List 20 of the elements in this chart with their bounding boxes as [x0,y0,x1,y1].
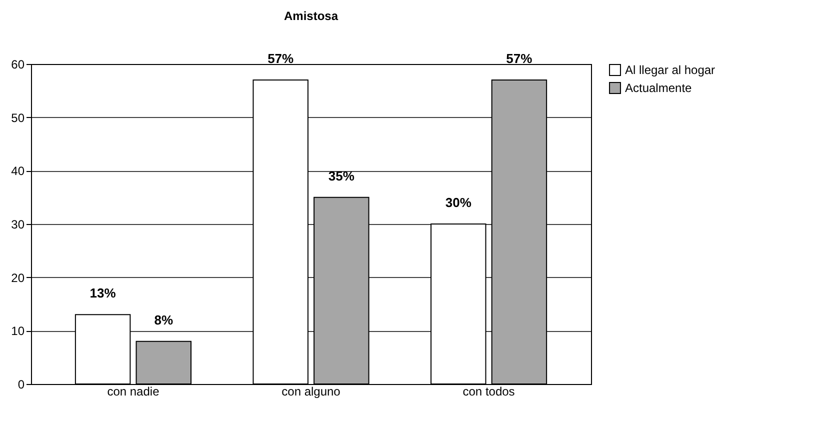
data-label: 57% [506,51,533,66]
bar [136,340,192,384]
data-label: 35% [328,168,355,184]
data-label: 13% [90,286,116,301]
y-tick-label: 50 [11,110,25,125]
chart-title: Amistosa [284,9,338,23]
y-tick-label: 10 [11,324,25,338]
y-tick-label: 30 [11,218,25,232]
x-tick-label: con nadie [107,384,160,398]
y-tick-label: 40 [11,164,25,178]
y-tick-label: 0 [18,378,25,392]
y-tick-label: 60 [11,58,25,72]
data-label: 8% [154,312,174,328]
legend-label: Al llegar al hogar [625,63,716,77]
data-label: 57% [268,51,294,66]
data-label: 30% [445,195,472,210]
x-tick-label: con alguno [282,384,341,398]
legend-label: Actualmente [625,81,692,95]
x-tick-label: con todos [462,384,515,398]
y-tick-label: 20 [11,270,25,285]
